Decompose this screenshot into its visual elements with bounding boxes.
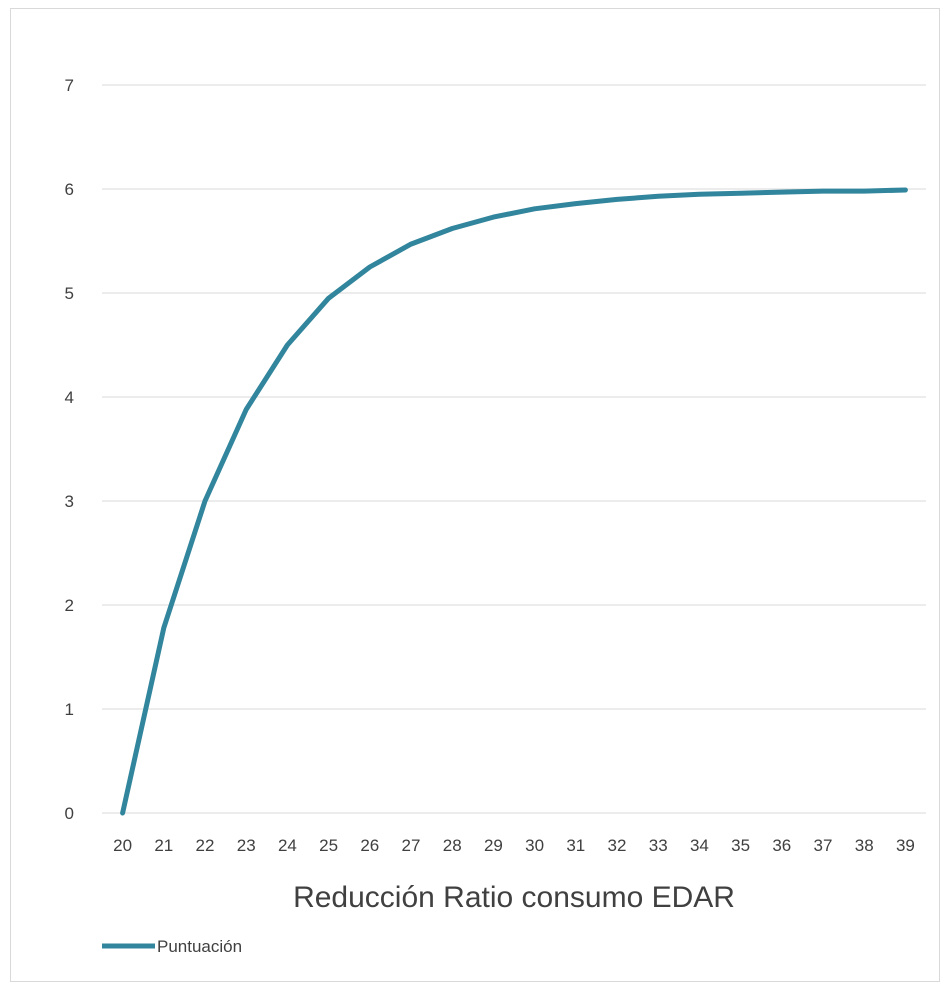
data-point: [328, 297, 330, 299]
x-tick-label: 24: [278, 836, 297, 855]
x-tick-label: 35: [731, 836, 750, 855]
data-point: [616, 198, 618, 200]
legend-label: Puntuación: [157, 937, 242, 956]
data-point: [822, 190, 824, 192]
data-point: [204, 500, 206, 502]
data-point: [863, 190, 865, 192]
chart-frame: [10, 8, 940, 982]
y-tick-label: 0: [65, 804, 74, 823]
x-tick-label: 33: [649, 836, 668, 855]
data-point: [904, 189, 906, 191]
x-tick-label: 25: [319, 836, 338, 855]
x-tick-label: 29: [484, 836, 503, 855]
x-axis-label: Reducción Ratio consumo EDAR: [293, 881, 735, 914]
data-point: [575, 203, 577, 205]
y-tick-label: 4: [65, 388, 74, 407]
x-tick-label: 39: [896, 836, 915, 855]
data-point: [122, 812, 124, 814]
x-tick-label: 22: [196, 836, 215, 855]
y-tick-label: 7: [65, 76, 74, 95]
x-tick-label: 36: [772, 836, 791, 855]
data-point: [534, 208, 536, 210]
x-tick-label: 20: [113, 836, 132, 855]
x-tick-label: 31: [566, 836, 585, 855]
x-tick-label: 27: [402, 836, 421, 855]
y-tick-label: 2: [65, 596, 74, 615]
data-point: [369, 266, 371, 268]
x-tick-label: 37: [814, 836, 833, 855]
series-layer: [120, 187, 908, 816]
data-point: [657, 195, 659, 197]
x-tick-label: 21: [154, 836, 173, 855]
data-point: [781, 191, 783, 193]
data-point: [410, 243, 412, 245]
data-point: [451, 228, 453, 230]
x-tick-label: 23: [237, 836, 256, 855]
y-tick-label: 3: [65, 492, 74, 511]
data-point: [740, 192, 742, 194]
y-tick-label: 5: [65, 284, 74, 303]
data-point: [698, 193, 700, 195]
y-axis-ticks: 0 1 2 3 4 5 6 7: [65, 76, 74, 823]
legend: Puntuación: [102, 937, 242, 956]
x-tick-label: 26: [360, 836, 379, 855]
data-point: [286, 344, 288, 346]
x-tick-label: 30: [525, 836, 544, 855]
data-point: [163, 627, 165, 629]
gridlines: [102, 84, 926, 814]
y-tick-label: 1: [65, 700, 74, 719]
data-point: [492, 216, 494, 218]
x-tick-label: 28: [443, 836, 462, 855]
x-tick-label: 38: [855, 836, 874, 855]
data-point: [245, 408, 247, 410]
x-axis-ticks: 20 21 22 23 24 25 26 27 28 29 30 31 32 33 34 35 36 37 38 39: [113, 836, 915, 855]
x-tick-label: 32: [608, 836, 627, 855]
series-line-0: [120, 187, 908, 816]
y-tick-label: 6: [65, 180, 74, 199]
x-tick-label: 34: [690, 836, 709, 855]
